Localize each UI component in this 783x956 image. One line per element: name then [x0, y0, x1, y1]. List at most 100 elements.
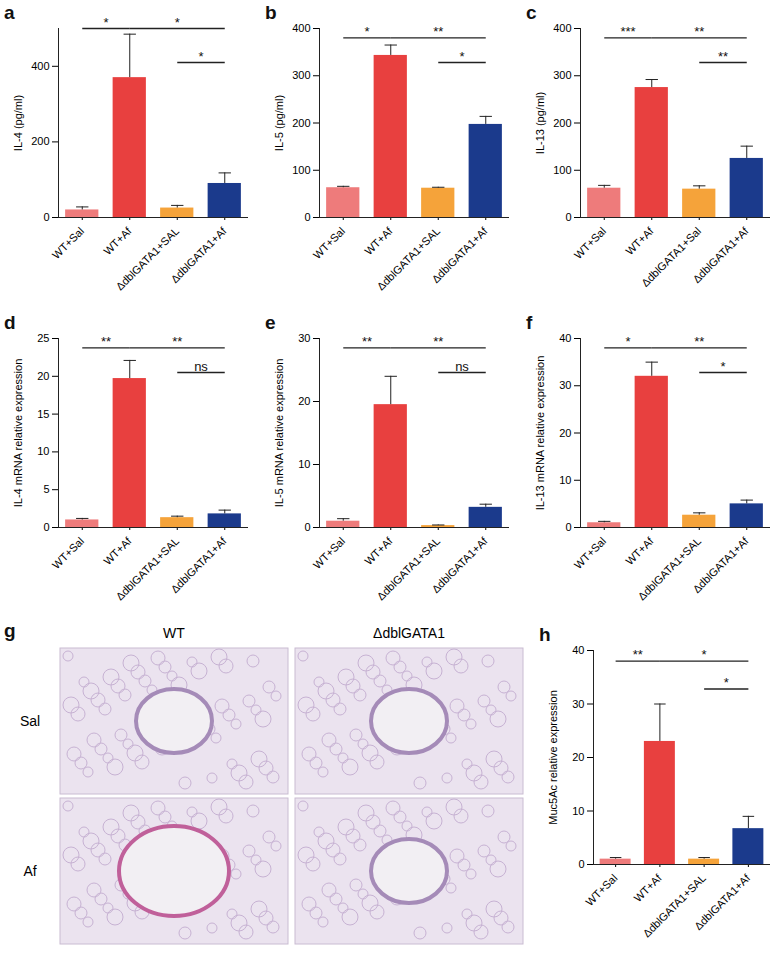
svg-text:100: 100 [553, 164, 571, 176]
svg-text:10: 10 [298, 458, 310, 470]
svg-text:**: ** [633, 647, 643, 662]
svg-text:400: 400 [31, 60, 49, 72]
svg-text:ΔdblGATA1+SAL: ΔdblGATA1+SAL [113, 225, 181, 293]
svg-text:30: 30 [298, 332, 310, 344]
svg-text:ΔdblGATA1: ΔdblGATA1 [373, 625, 445, 641]
svg-text:30: 30 [559, 379, 571, 391]
svg-text:ΔdblGATA1+Sal: ΔdblGATA1+Sal [639, 224, 704, 289]
html-text:a: a [4, 2, 15, 23]
svg-text:*: * [364, 24, 369, 39]
svg-text:ns: ns [194, 359, 208, 374]
svg-text:5: 5 [43, 483, 49, 495]
svg-text:WT+Sal: WT+Sal [572, 225, 608, 261]
svg-text:IL-13 (pg/ml): IL-13 (pg/ml) [534, 92, 546, 154]
svg-text:0: 0 [304, 211, 310, 223]
svg-text:ΔdblGATA1+Af: ΔdblGATA1+Af [692, 871, 753, 932]
svg-text:IL-5 mRNA relative expression: IL-5 mRNA relative expression [273, 359, 285, 508]
svg-text:**: ** [172, 334, 182, 349]
svg-text:10: 10 [37, 445, 49, 457]
svg-text:ΔdblGATA1+Af: ΔdblGATA1+Af [690, 224, 751, 285]
svg-text:**: ** [694, 24, 704, 39]
svg-text:20: 20 [559, 427, 571, 439]
html-text:e: e [265, 312, 276, 333]
svg-text:WT+Sal: WT+Sal [572, 535, 608, 571]
svg-text:IL-13 mRNA relative expression: IL-13 mRNA relative expression [534, 356, 546, 511]
svg-text:ΔdblGATA1+SAL: ΔdblGATA1+SAL [113, 535, 181, 603]
svg-text:*: * [625, 334, 630, 349]
svg-text:20: 20 [572, 751, 584, 763]
svg-text:**: ** [694, 334, 704, 349]
html-text:d: d [4, 312, 16, 333]
svg-text:ΔdblGATA1+SAL: ΔdblGATA1+SAL [374, 535, 442, 603]
svg-text:30: 30 [572, 698, 584, 710]
svg-text:*: * [459, 49, 464, 64]
svg-text:ΔdblGATA1+SAL: ΔdblGATA1+SAL [640, 871, 708, 940]
svg-text:0: 0 [578, 858, 584, 870]
svg-text:ΔdblGATA1+Af: ΔdblGATA1+Af [168, 534, 229, 595]
svg-text:WT+Af: WT+Af [362, 534, 395, 567]
svg-text:15: 15 [37, 408, 49, 420]
svg-text:**: ** [718, 49, 728, 64]
svg-text:WT+Af: WT+Af [101, 224, 134, 257]
html-text:b: b [265, 2, 277, 23]
svg-text:WT+Af: WT+Af [362, 224, 395, 257]
svg-text:ΔdblGATA1+Af: ΔdblGATA1+Af [168, 224, 229, 285]
svg-text:*: * [724, 675, 729, 690]
html-text:g: g [4, 620, 16, 641]
svg-text:0: 0 [565, 211, 571, 223]
svg-text:100: 100 [292, 164, 310, 176]
svg-text:WT+Sal: WT+Sal [583, 872, 619, 908]
html-text:c: c [526, 2, 537, 23]
svg-text:300: 300 [553, 69, 571, 81]
svg-text:WT+Sal: WT+Sal [50, 225, 86, 261]
svg-text:ΔdblGATA1+SAL: ΔdblGATA1+SAL [374, 225, 442, 293]
svg-text:*: * [175, 15, 180, 30]
svg-text:Muc5Ac relative expression: Muc5Ac relative expression [547, 690, 559, 825]
svg-text:*: * [702, 647, 707, 662]
svg-text:WT: WT [163, 625, 185, 641]
svg-text:ΔdblGATA1+Af: ΔdblGATA1+Af [429, 224, 490, 285]
svg-text:400: 400 [292, 22, 310, 34]
svg-text:40: 40 [572, 644, 584, 656]
svg-text:IL-4 mRNA relative expression: IL-4 mRNA relative expression [12, 359, 24, 508]
svg-text:ΔdblGATA1+Af: ΔdblGATA1+Af [429, 534, 490, 595]
svg-text:WT+Sal: WT+Sal [311, 225, 347, 261]
html-text:h: h [539, 624, 551, 645]
svg-text:Af: Af [23, 863, 36, 879]
svg-text:200: 200 [553, 117, 571, 129]
svg-text:300: 300 [292, 69, 310, 81]
svg-text:10: 10 [559, 474, 571, 486]
svg-text:WT+Af: WT+Af [623, 224, 656, 257]
svg-text:WT+Af: WT+Af [623, 534, 656, 567]
svg-text:200: 200 [31, 135, 49, 147]
svg-text:IL-4 (pg/ml): IL-4 (pg/ml) [12, 95, 24, 151]
svg-text:*: * [103, 15, 108, 30]
svg-text:0: 0 [43, 521, 49, 533]
svg-text:20: 20 [37, 370, 49, 382]
svg-text:Sal: Sal [20, 713, 40, 729]
svg-text:0: 0 [304, 521, 310, 533]
svg-text:WT+Sal: WT+Sal [311, 535, 347, 571]
svg-text:40: 40 [559, 332, 571, 344]
svg-text:25: 25 [37, 332, 49, 344]
svg-text:ns: ns [455, 359, 469, 374]
svg-text:0: 0 [565, 521, 571, 533]
svg-text:**: ** [101, 334, 111, 349]
svg-text:WT+Af: WT+Af [631, 871, 664, 904]
svg-text:*: * [198, 49, 203, 64]
svg-text:*: * [720, 359, 725, 374]
svg-text:WT+Af: WT+Af [101, 534, 134, 567]
svg-text:**: ** [433, 24, 443, 39]
svg-text:10: 10 [572, 805, 584, 817]
svg-text:ΔdblGATA1+Af: ΔdblGATA1+Af [690, 534, 751, 595]
svg-text:**: ** [433, 334, 443, 349]
svg-text:WT+Sal: WT+Sal [50, 535, 86, 571]
svg-text:**: ** [362, 334, 372, 349]
svg-text:0: 0 [43, 211, 49, 223]
svg-text:400: 400 [553, 22, 571, 34]
svg-text:ΔdblGATA1+SAL: ΔdblGATA1+SAL [635, 535, 703, 603]
svg-text:***: *** [620, 24, 635, 39]
svg-text:20: 20 [298, 395, 310, 407]
svg-text:IL-5 (pg/ml): IL-5 (pg/ml) [273, 95, 285, 151]
svg-text:200: 200 [292, 117, 310, 129]
